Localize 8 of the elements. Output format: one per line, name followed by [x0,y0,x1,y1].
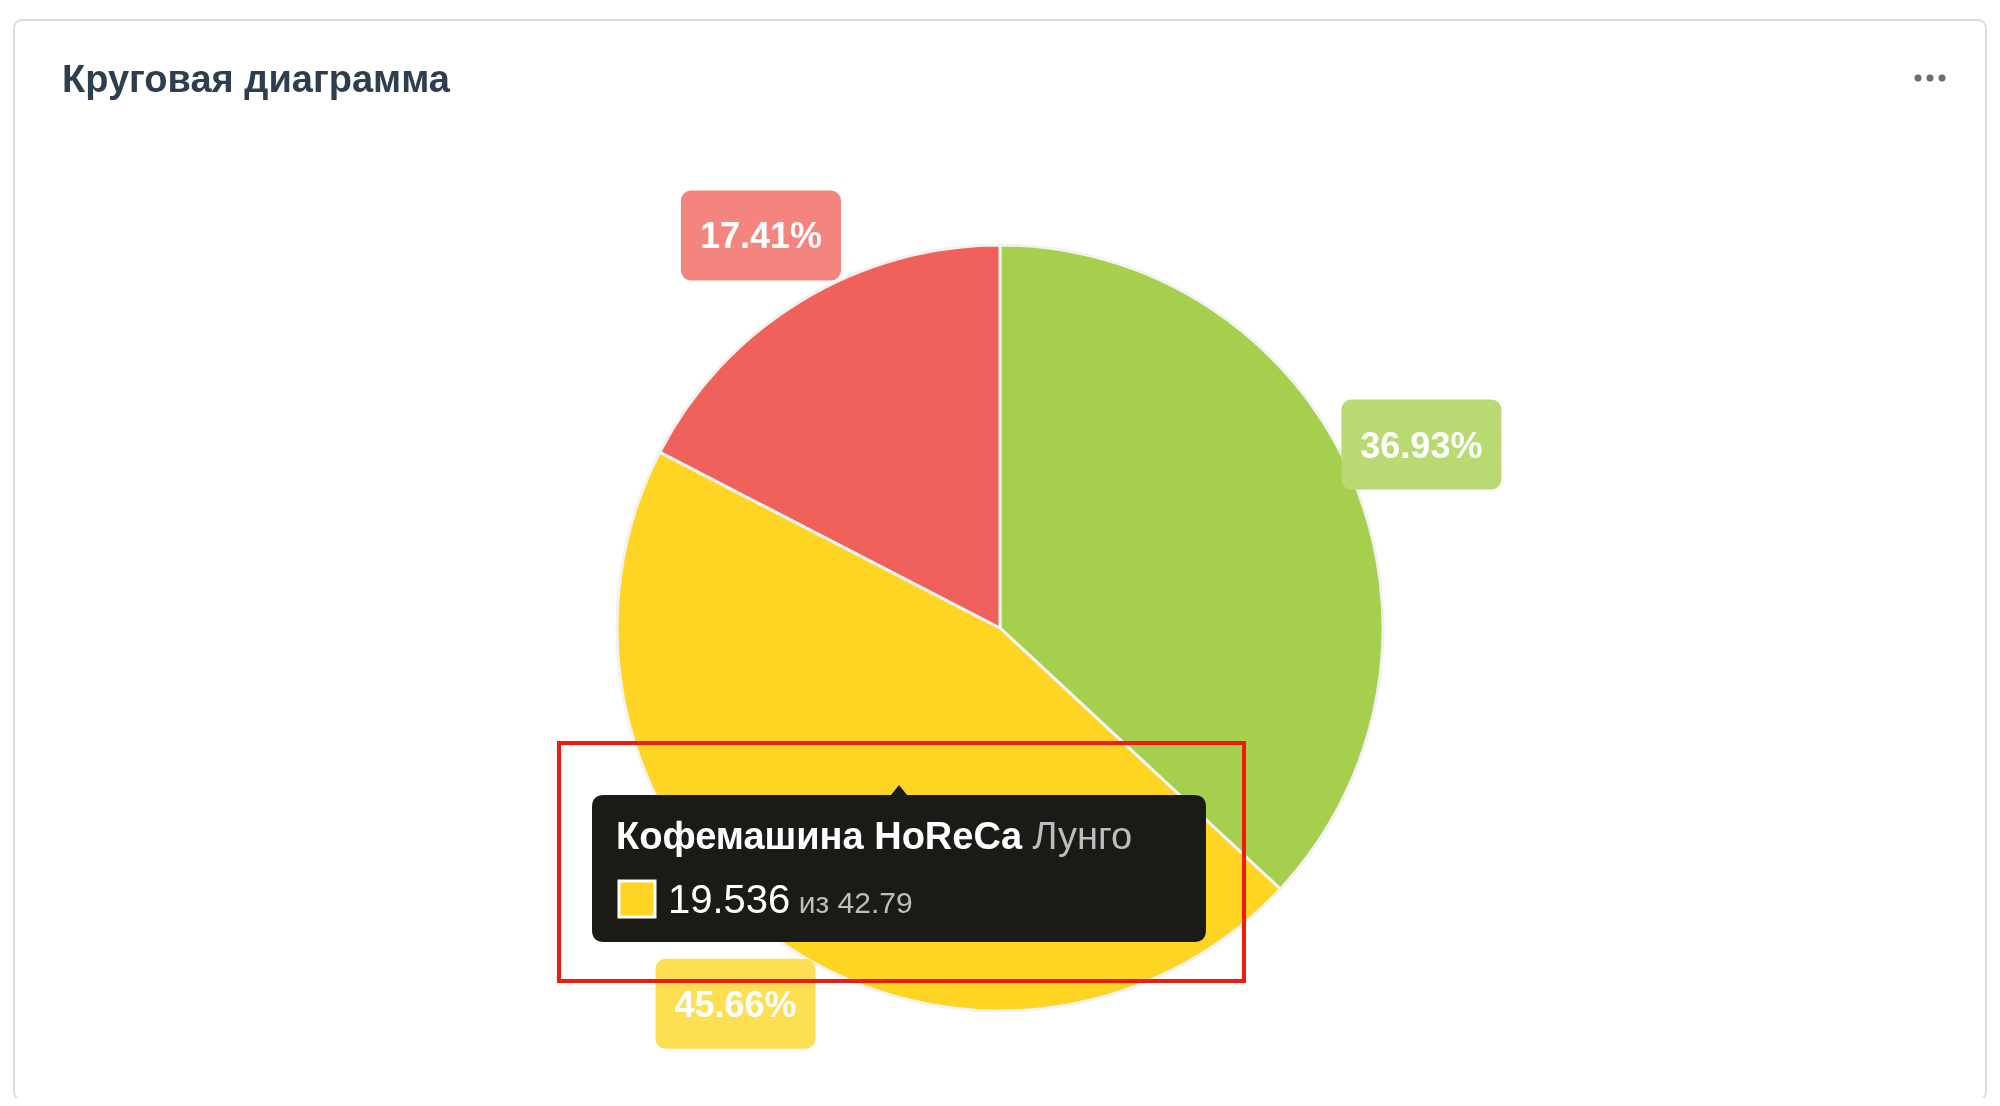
data-label: 36.93% [1360,424,1483,466]
text: 19.536 [668,877,791,921]
text: Лунго [1022,815,1133,857]
data-label: 45.66% [674,983,797,1025]
data-label: 17.41% [699,215,823,257]
text: Круговая диаграмма [62,58,451,100]
text: Кофемашина HoReCa [616,815,1023,857]
text: из 42.79 [790,886,913,919]
